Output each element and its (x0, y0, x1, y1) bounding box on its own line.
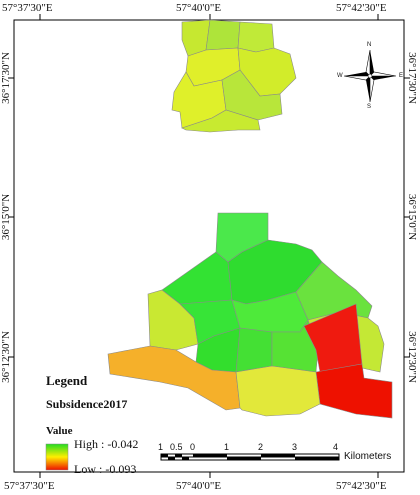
coord-left-middle: 36°15'0"N (0, 193, 12, 241)
north-letter-n: N (367, 42, 372, 48)
coord-bottom-center: 57°40'0"E (176, 480, 222, 492)
north-arrow (343, 49, 397, 103)
coord-bottom-right: 57°42'30"E (336, 480, 387, 492)
coord-top-center: 57°40'0"E (176, 2, 222, 14)
north-letter-w: W (337, 73, 343, 79)
coord-top-left: 57°37'30"E (2, 2, 53, 14)
scale-tick-label: 0 (190, 442, 196, 452)
scale-tick-label: 1 (224, 442, 230, 452)
legend-high-label: High : -0.042 (74, 437, 139, 451)
coord-right-middle: 36°15'0"N (406, 193, 418, 241)
coord-right-top: 36°17'30"N (406, 52, 418, 104)
legend-value-label: Value (46, 425, 73, 437)
scale-tick-label: 0.5 (170, 442, 183, 452)
scale-tick-label: 2 (258, 442, 264, 452)
district-polygon (235, 327, 273, 373)
legend-title: Legend (46, 373, 88, 388)
scale-bar (160, 453, 340, 461)
coord-left-top: 36°17'30"N (0, 52, 12, 104)
legend-layer-name: Subsidence2017 (46, 397, 128, 411)
scale-tick-label: 1 (158, 442, 164, 452)
coord-right-bottom: 36°12'30"N (406, 331, 418, 383)
north-zone (171, 19, 297, 133)
district-polygon (235, 365, 321, 417)
coord-bottom-left: 57°37'30"E (4, 480, 55, 492)
district-polygon (181, 109, 261, 133)
scale-tick-label: 3 (292, 442, 298, 452)
coord-left-bottom: 36°12'30"N (0, 331, 12, 383)
north-letter-s: S (367, 104, 372, 110)
frame-ticks (8, 14, 410, 478)
district-polygon (205, 19, 241, 51)
scale-tick-label: 4 (333, 442, 339, 452)
main-city (107, 212, 393, 419)
north-letter-e: E (399, 73, 404, 79)
district-polygon (237, 21, 275, 53)
district-polygon (161, 251, 233, 305)
legend-low-label: Low : -0.093 (74, 462, 137, 476)
scale-unit-label: Kilometers (344, 451, 392, 462)
district-polygon-red (315, 363, 393, 419)
legend-color-ramp (45, 443, 69, 471)
coord-top-right: 57°42'30"E (336, 2, 387, 14)
